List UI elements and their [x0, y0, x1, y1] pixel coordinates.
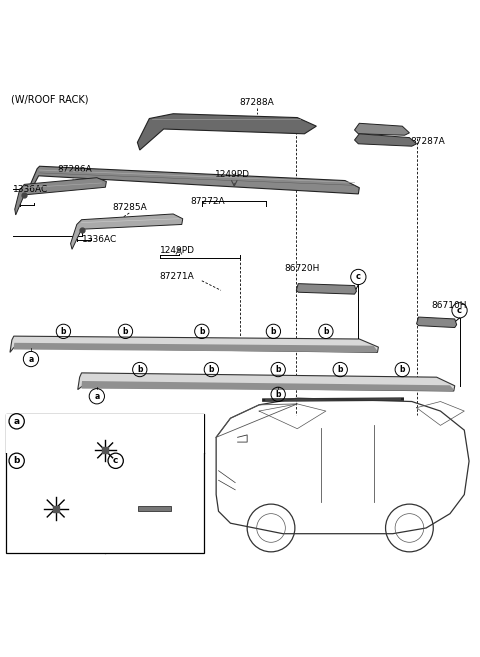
Text: 86720H: 86720H — [284, 264, 319, 273]
Polygon shape — [137, 114, 316, 150]
Text: b: b — [137, 365, 143, 374]
Text: 87271A: 87271A — [160, 272, 194, 281]
Polygon shape — [15, 177, 107, 215]
Text: 1336AC: 1336AC — [82, 235, 117, 244]
Text: 87215G: 87215G — [33, 455, 68, 463]
Bar — [6, 415, 204, 453]
Polygon shape — [71, 214, 183, 249]
Text: 1249PD: 1249PD — [160, 246, 195, 255]
Text: 86710H: 86710H — [432, 301, 467, 310]
Text: b: b — [199, 327, 204, 336]
Polygon shape — [30, 166, 360, 194]
Polygon shape — [82, 381, 454, 391]
Text: b: b — [13, 456, 20, 465]
Bar — [6, 415, 204, 553]
Text: b: b — [60, 327, 66, 336]
Polygon shape — [78, 373, 455, 391]
Text: b: b — [399, 365, 405, 374]
Polygon shape — [355, 134, 417, 147]
Text: 87286A: 87286A — [57, 165, 92, 174]
Text: a: a — [28, 355, 34, 363]
Text: c: c — [457, 306, 462, 315]
Text: 87285A: 87285A — [112, 203, 147, 212]
Polygon shape — [355, 124, 409, 135]
Text: 87272A: 87272A — [190, 197, 225, 206]
Text: 87288A: 87288A — [240, 98, 274, 107]
Bar — [6, 439, 204, 453]
Text: b: b — [209, 365, 214, 374]
Text: c: c — [356, 273, 361, 281]
Text: 87256
87249: 87256 87249 — [91, 431, 120, 453]
Text: b: b — [337, 365, 343, 374]
Text: 1336AC: 1336AC — [13, 185, 48, 194]
Text: c: c — [113, 456, 119, 465]
Text: 87229B
87219B: 87229B 87219B — [132, 448, 166, 470]
Text: a: a — [94, 392, 99, 401]
Polygon shape — [10, 336, 378, 352]
Text: b: b — [276, 365, 281, 374]
Polygon shape — [296, 284, 357, 294]
Text: b: b — [271, 327, 276, 336]
Polygon shape — [14, 343, 377, 352]
Text: (W/ROOF RACK): (W/ROOF RACK) — [11, 95, 88, 104]
Text: 1249PD: 1249PD — [215, 170, 250, 179]
Text: b: b — [276, 390, 281, 399]
Text: b: b — [123, 327, 128, 336]
Polygon shape — [138, 506, 171, 511]
Text: 87287A: 87287A — [410, 137, 444, 146]
Text: b: b — [323, 327, 329, 336]
Text: a: a — [13, 417, 20, 426]
Polygon shape — [417, 317, 456, 328]
